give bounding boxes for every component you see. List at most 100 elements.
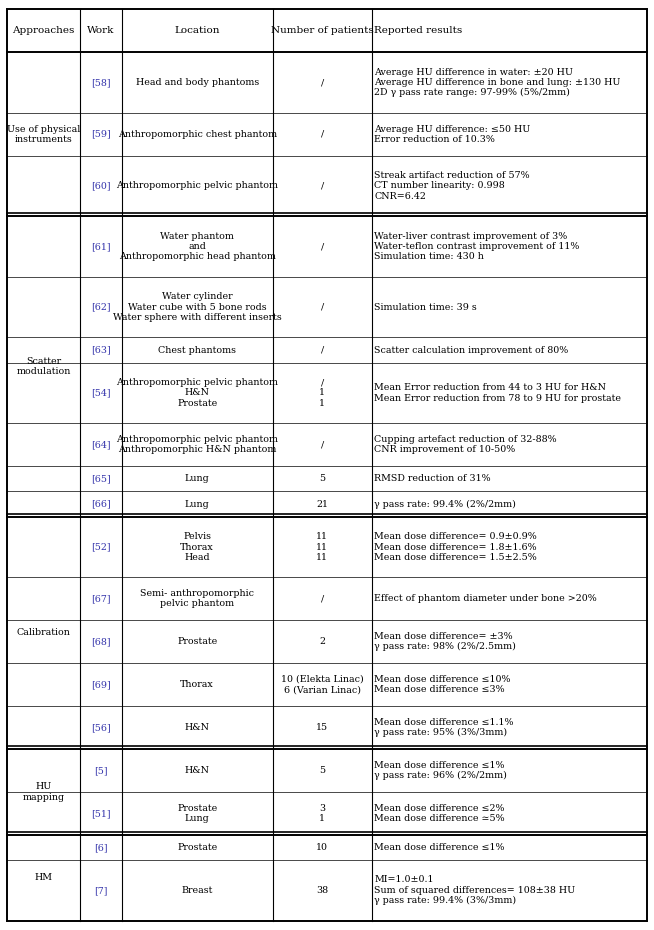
Text: Thorax: Thorax <box>181 680 214 689</box>
Text: [64]: [64] <box>92 440 111 449</box>
Text: 2: 2 <box>319 637 325 646</box>
Bar <box>7 9 647 52</box>
Text: [58]: [58] <box>92 78 111 87</box>
Bar <box>7 517 647 578</box>
Text: [54]: [54] <box>92 389 111 397</box>
Bar <box>7 578 647 620</box>
Text: Head and body phantoms: Head and body phantoms <box>135 78 259 87</box>
Bar <box>7 466 647 491</box>
Text: Average HU difference in water: ±20 HU
Average HU difference in bone and lung: ±: Average HU difference in water: ±20 HU A… <box>375 68 621 98</box>
Text: Number of patients: Number of patients <box>271 26 373 35</box>
Text: Location: Location <box>175 26 220 35</box>
Text: Cupping artefact reduction of 32-88%
CNR improvement of 10-50%: Cupping artefact reduction of 32-88% CNR… <box>375 435 557 455</box>
Text: Anthropomorphic chest phantom: Anthropomorphic chest phantom <box>118 130 277 139</box>
Bar <box>7 792 647 835</box>
Bar <box>7 113 647 155</box>
Text: [60]: [60] <box>92 181 111 191</box>
Text: γ pass rate: 99.4% (2%/2mm): γ pass rate: 99.4% (2%/2mm) <box>375 499 517 509</box>
Text: 10 (Elekta Linac)
6 (Varian Linac): 10 (Elekta Linac) 6 (Varian Linac) <box>281 675 364 695</box>
Text: [59]: [59] <box>91 130 111 139</box>
Bar <box>7 277 647 338</box>
Text: /: / <box>320 242 324 251</box>
Text: Breast: Breast <box>182 886 213 895</box>
Text: [68]: [68] <box>92 637 111 646</box>
Text: 21: 21 <box>316 499 328 509</box>
Text: [63]: [63] <box>91 346 111 354</box>
Text: /: / <box>320 594 324 604</box>
Text: Simulation time: 39 s: Simulation time: 39 s <box>375 302 477 312</box>
Text: 5: 5 <box>319 474 325 484</box>
Bar <box>7 338 647 363</box>
Text: Mean dose difference ≤10%
Mean dose difference ≤3%: Mean dose difference ≤10% Mean dose diff… <box>375 675 511 695</box>
Text: Mean dose difference= 0.9±0.9%
Mean dose difference= 1.8±1.6%
Mean dose differen: Mean dose difference= 0.9±0.9% Mean dose… <box>375 532 537 562</box>
Text: Chest phantoms: Chest phantoms <box>158 346 236 354</box>
Text: Lung: Lung <box>185 474 209 484</box>
Bar <box>7 620 647 663</box>
Text: H&N: H&N <box>184 766 210 775</box>
Text: Pelvis
Thorax
Head: Pelvis Thorax Head <box>181 532 214 562</box>
Text: Lung: Lung <box>185 499 209 509</box>
Text: HM: HM <box>35 873 52 883</box>
Text: /: / <box>320 440 324 449</box>
Text: Mean Error reduction from 44 to 3 HU for H&N
Mean Error reduction from 78 to 9 H: Mean Error reduction from 44 to 3 HU for… <box>375 383 621 403</box>
Text: [67]: [67] <box>92 594 111 604</box>
Bar <box>7 663 647 706</box>
Text: Anthropomorphic pelvic phantom: Anthropomorphic pelvic phantom <box>116 181 278 191</box>
Text: Mean dose difference ≤1%: Mean dose difference ≤1% <box>375 843 505 852</box>
Text: [5]: [5] <box>94 766 108 775</box>
Text: Prostate: Prostate <box>177 843 217 852</box>
Text: /: / <box>320 78 324 87</box>
Text: Prostate: Prostate <box>177 637 217 646</box>
Text: Anthropomorphic pelvic phantom
Anthropomorphic H&N phantom: Anthropomorphic pelvic phantom Anthropom… <box>116 435 278 455</box>
Bar <box>7 363 647 423</box>
Text: Approaches: Approaches <box>12 26 75 35</box>
Text: /: / <box>320 130 324 139</box>
Text: Use of physical
instruments: Use of physical instruments <box>7 125 80 144</box>
Text: H&N: H&N <box>184 723 210 732</box>
Text: Reported results: Reported results <box>375 26 463 35</box>
Text: /
1
1: / 1 1 <box>319 379 325 408</box>
Text: Water phantom
and
Anthropomorphic head phantom: Water phantom and Anthropomorphic head p… <box>119 232 275 261</box>
Text: Anthropomorphic pelvic phantom
H&N
Prostate: Anthropomorphic pelvic phantom H&N Prost… <box>116 379 278 408</box>
Text: [69]: [69] <box>91 680 111 689</box>
Bar <box>7 52 647 113</box>
Text: [52]: [52] <box>92 542 111 551</box>
Text: HU
mapping: HU mapping <box>22 782 65 802</box>
Text: Prostate
Lung: Prostate Lung <box>177 804 217 823</box>
Text: Semi- anthropomorphic
pelvic phantom: Semi- anthropomorphic pelvic phantom <box>140 589 254 608</box>
Bar <box>7 423 647 466</box>
Text: Calibration: Calibration <box>16 629 71 637</box>
Bar <box>7 749 647 792</box>
Text: Effect of phantom diameter under bone >20%: Effect of phantom diameter under bone >2… <box>375 594 597 604</box>
Text: 38: 38 <box>316 886 328 895</box>
Text: Water-liver contrast improvement of 3%
Water-teflon contrast improvement of 11%
: Water-liver contrast improvement of 3% W… <box>375 232 580 261</box>
Text: Work: Work <box>88 26 114 35</box>
Text: [56]: [56] <box>91 723 111 732</box>
Text: [62]: [62] <box>92 302 111 312</box>
Text: [7]: [7] <box>94 886 108 895</box>
Text: /: / <box>320 346 324 354</box>
Text: Average HU difference: ≤50 HU
Error reduction of 10.3%: Average HU difference: ≤50 HU Error redu… <box>375 125 531 144</box>
Text: 15: 15 <box>316 723 328 732</box>
Text: Mean dose difference ≤1.1%
γ pass rate: 95% (3%/3mm): Mean dose difference ≤1.1% γ pass rate: … <box>375 718 514 737</box>
Text: MI=1.0±0.1
Sum of squared differences= 108±38 HU
γ pass rate: 99.4% (3%/3mm): MI=1.0±0.1 Sum of squared differences= 1… <box>375 875 576 906</box>
Text: Scatter
modulation: Scatter modulation <box>16 357 71 377</box>
Text: [61]: [61] <box>92 242 111 251</box>
Text: Mean dose difference ≤1%
γ pass rate: 96% (2%/2mm): Mean dose difference ≤1% γ pass rate: 96… <box>375 761 508 780</box>
Text: /: / <box>320 302 324 312</box>
Text: [6]: [6] <box>94 843 108 852</box>
Text: [51]: [51] <box>92 809 111 817</box>
Text: Mean dose difference= ±3%
γ pass rate: 98% (2%/2.5mm): Mean dose difference= ±3% γ pass rate: 9… <box>375 631 517 651</box>
Text: RMSD reduction of 31%: RMSD reduction of 31% <box>375 474 491 484</box>
Bar <box>7 835 647 860</box>
Bar <box>7 491 647 517</box>
Text: 5: 5 <box>319 766 325 775</box>
Text: [65]: [65] <box>91 474 111 484</box>
Text: 3
1: 3 1 <box>319 804 325 823</box>
Text: /: / <box>320 181 324 191</box>
Text: 11
11
11: 11 11 11 <box>316 532 328 562</box>
Text: [66]: [66] <box>91 499 111 509</box>
Bar <box>7 860 647 921</box>
Text: 10: 10 <box>316 843 328 852</box>
Text: Streak artifact reduction of 57%
CT number linearity: 0.998
CNR=6.42: Streak artifact reduction of 57% CT numb… <box>375 171 530 201</box>
